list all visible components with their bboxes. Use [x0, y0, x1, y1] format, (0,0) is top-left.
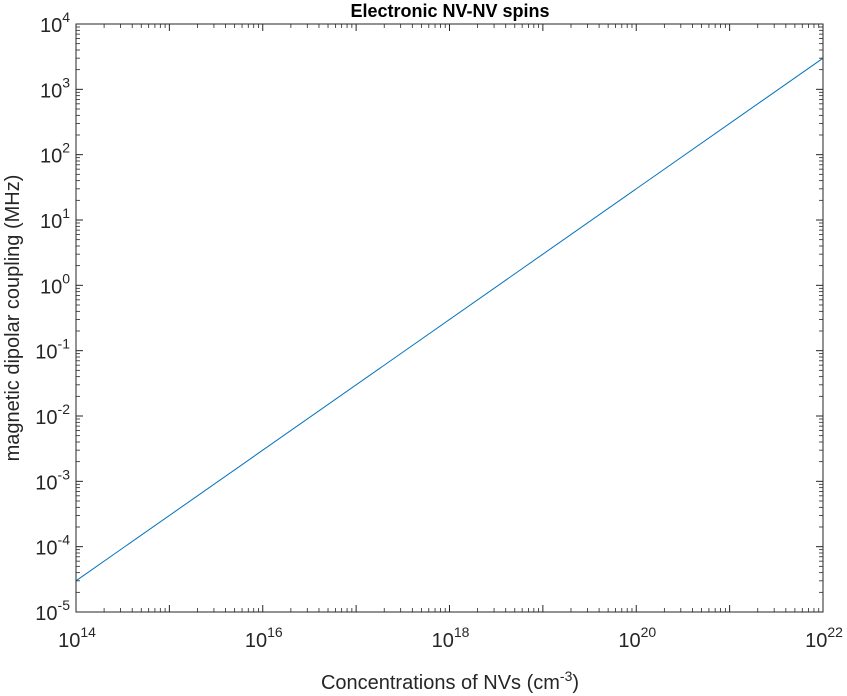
minor-ticks [76, 24, 823, 612]
y-tick-base: 10 [40, 80, 62, 102]
y-tick-exponent: -2 [58, 401, 71, 417]
y-tick-label: 102 [40, 140, 70, 168]
x-tick-base: 10 [245, 630, 267, 652]
y-tick-exponent: 1 [62, 205, 70, 221]
x-tick-label: 1022 [805, 624, 843, 652]
y-tick-base: 10 [40, 276, 62, 298]
y-tick-label: 104 [40, 9, 70, 37]
y-tick-base: 10 [35, 472, 57, 494]
x-tick-label: 1016 [245, 624, 283, 652]
x-axis-label: Concentrations of NVs (cm-3) [321, 668, 579, 694]
y-tick-label: 10-1 [35, 336, 70, 364]
x-tick-label: 1014 [58, 624, 96, 652]
y-tick-exponent: -5 [58, 597, 71, 613]
y-tick-exponent: 2 [62, 140, 70, 156]
series-line-0 [75, 57, 824, 582]
x-tick-label: 1020 [618, 624, 656, 652]
chart-title: Electronic NV-NV spins [350, 1, 549, 21]
x-tick-exponent: 20 [641, 624, 657, 640]
x-tick-exponent: 16 [267, 624, 283, 640]
y-tick-label: 10-5 [35, 597, 70, 625]
y-tick-base: 10 [35, 342, 57, 364]
plot-area [76, 24, 823, 612]
y-tick-base: 10 [40, 15, 62, 37]
y-tick-label: 10-4 [35, 532, 70, 560]
y-axis-label: magnetic dipolar coupling (MHz) [2, 175, 24, 462]
x-tick-exponent: 18 [454, 624, 470, 640]
y-tick-base: 10 [35, 538, 57, 560]
x-axis-label-exponent: -3 [560, 668, 573, 684]
x-tick-base: 10 [58, 630, 80, 652]
y-tick-exponent: 3 [62, 74, 70, 90]
y-tick-exponent: -3 [58, 466, 71, 482]
x-axis-label-base: Concentrations of NVs (cm [321, 672, 560, 694]
x-tick-exponent: 14 [80, 624, 96, 640]
series-layer [75, 57, 824, 582]
x-tick-labels: 1014 1016 1018 1020 1022 [58, 624, 843, 652]
x-tick-exponent: 22 [827, 624, 843, 640]
y-tick-base: 10 [35, 407, 57, 429]
y-tick-exponent: -4 [58, 532, 71, 548]
y-tick-label: 10-3 [35, 466, 70, 494]
y-tick-exponent: 0 [62, 270, 70, 286]
y-tick-exponent: -1 [58, 336, 71, 352]
y-tick-exponent: 4 [62, 9, 70, 25]
y-tick-label: 10-2 [35, 401, 70, 429]
y-tick-base: 10 [35, 603, 57, 625]
y-tick-base: 10 [40, 211, 62, 233]
y-tick-label: 101 [40, 205, 70, 233]
x-tick-base: 10 [805, 630, 827, 652]
y-tick-label: 103 [40, 74, 70, 102]
x-tick-label: 1018 [432, 624, 470, 652]
x-tick-base: 10 [432, 630, 454, 652]
x-axis-label-suffix: ) [572, 672, 579, 694]
axes-box [75, 23, 824, 613]
x-tick-base: 10 [618, 630, 640, 652]
y-tick-label: 100 [40, 270, 70, 298]
y-tick-base: 10 [40, 146, 62, 168]
